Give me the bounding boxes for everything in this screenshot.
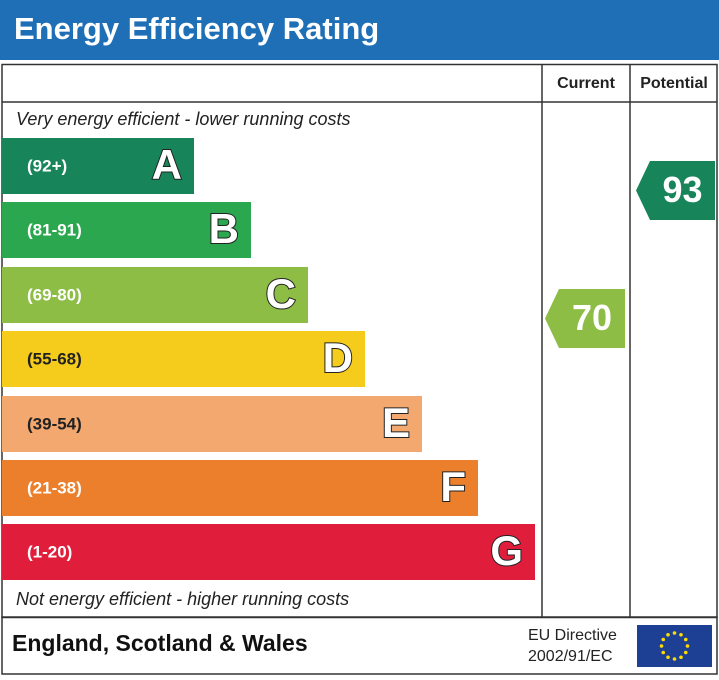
- eu-star: [672, 631, 677, 635]
- eu-star: [679, 632, 683, 637]
- column-header: Potential: [640, 75, 708, 92]
- directive: EU Directive: [528, 627, 617, 644]
- eu-star: [666, 655, 670, 660]
- rating-arrow: [545, 289, 625, 348]
- band-range: (55-68): [27, 349, 82, 368]
- eu-star: [672, 657, 677, 661]
- band-letter: G: [490, 527, 523, 574]
- band-letter: C: [266, 270, 296, 317]
- top-note: Very energy efficient - lower running co…: [16, 109, 351, 129]
- band-bar: [2, 460, 478, 516]
- band-bar: [2, 396, 422, 452]
- eu-star: [683, 637, 688, 642]
- rating-arrow: [636, 161, 715, 220]
- band-bar: [2, 524, 535, 580]
- band-range: (69-80): [27, 285, 82, 304]
- footer-frame: [1, 616, 718, 675]
- band-letter: B: [209, 205, 239, 252]
- eu-star: [666, 632, 670, 637]
- band-letter: E: [382, 399, 410, 446]
- band-bar: [2, 138, 194, 194]
- band-bar: [2, 202, 251, 258]
- band-letter: A: [152, 141, 182, 188]
- rating-value: 70: [572, 297, 612, 338]
- band-range: (39-54): [27, 414, 82, 433]
- footer-region: England, Scotland & Wales: [12, 630, 308, 656]
- band-range: (81-91): [27, 220, 82, 239]
- title: Energy Efficiency Rating: [14, 11, 379, 46]
- eu-star: [683, 650, 688, 655]
- band-range: (1-20): [27, 542, 72, 561]
- band-bar: [2, 331, 365, 387]
- band-bar: [2, 267, 308, 323]
- column-header: Current: [557, 75, 615, 92]
- rating-value: 93: [662, 169, 702, 210]
- band-letter: F: [440, 463, 466, 510]
- eu-star: [685, 644, 690, 648]
- eu-star: [659, 644, 664, 648]
- header-band: [0, 0, 719, 60]
- band-letter: D: [323, 334, 353, 381]
- band-range: (21-38): [27, 478, 82, 497]
- eu-star: [679, 655, 683, 660]
- eu-star: [661, 637, 666, 642]
- bottom-note: Not energy efficient - higher running co…: [16, 589, 349, 609]
- directive: 2002/91/EC: [528, 648, 613, 665]
- band-range: (92+): [27, 156, 67, 175]
- eu-star: [661, 650, 666, 655]
